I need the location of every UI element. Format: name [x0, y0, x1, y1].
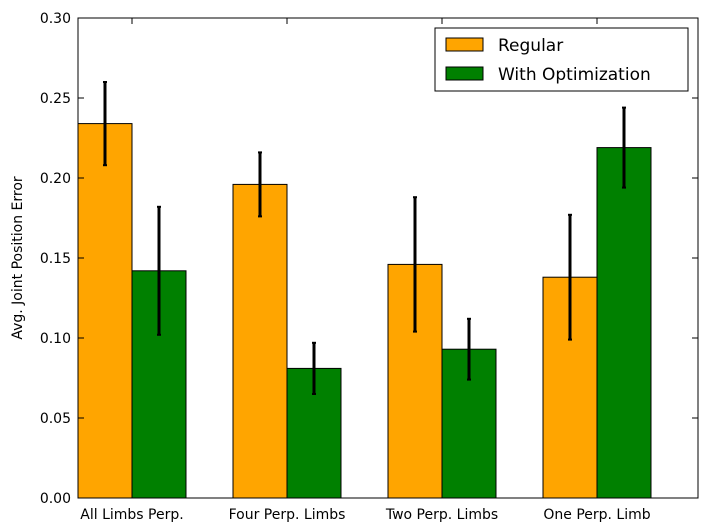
legend-swatch-regular — [445, 37, 484, 52]
error-bar-regular-two-perp-limbs — [413, 196, 417, 333]
legend-label-regular: Regular — [498, 36, 563, 56]
legend-swatch-with-optimization — [445, 66, 484, 81]
legend-label-with-optimization: With Optimization — [498, 65, 651, 85]
bar-with-optimization-one-perp-limb — [596, 147, 652, 499]
y-tick-label: 0.30 — [40, 11, 71, 27]
x-axis: All Limbs Perp. Four Perp. Limbs Two Perp.… — [80, 18, 651, 523]
y-tick-label: 0.00 — [40, 491, 71, 507]
y-tick-label: 0.15 — [40, 251, 71, 267]
y-tick-label: 0.25 — [40, 91, 71, 107]
y-tick-label: 0.05 — [40, 411, 71, 427]
error-bar-with-optimization-one-perp-limb — [622, 106, 626, 189]
bar-regular-four-perp-limbs — [232, 183, 288, 499]
bar-regular-all-limbs-perp — [77, 123, 133, 499]
error-bars-layer — [103, 81, 626, 395]
y-axis: 0.00 0.05 0.10 0.15 0.20 0.25 0.30 — [40, 11, 698, 507]
error-bar-regular-four-perp-limbs — [258, 151, 262, 218]
x-tick-label-all-limbs-perp: All Limbs Perp. — [80, 507, 183, 523]
bars-layer — [77, 123, 652, 499]
error-bar-with-optimization-all-limbs-perp — [157, 205, 161, 336]
y-axis-title: Avg. Joint Position Error — [10, 176, 26, 340]
x-tick-label-two-perp-limbs: Two Perp. Limbs — [385, 507, 498, 523]
error-bar-regular-all-limbs-perp — [103, 81, 107, 167]
y-tick-label: 0.20 — [40, 171, 71, 187]
x-tick-label-one-perp-limb: One Perp. Limb — [543, 507, 650, 523]
y-tick-label: 0.10 — [40, 331, 71, 347]
error-bar-with-optimization-two-perp-limbs — [467, 317, 471, 381]
error-bar-regular-one-perp-limb — [568, 213, 572, 341]
error-bar-with-optimization-four-perp-limbs — [312, 341, 316, 395]
legend: Regular With Optimization — [434, 27, 689, 92]
x-tick-label-four-perp-limbs: Four Perp. Limbs — [229, 507, 346, 523]
